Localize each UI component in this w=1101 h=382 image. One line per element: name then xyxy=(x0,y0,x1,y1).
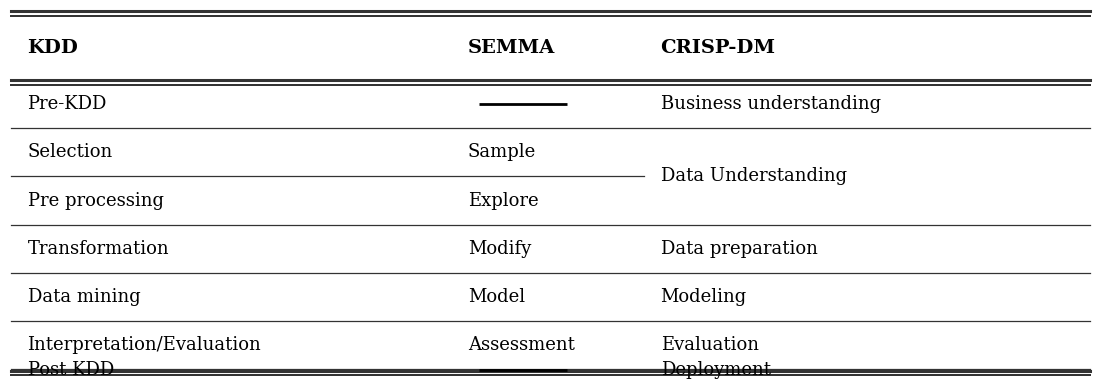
Text: Modify: Modify xyxy=(468,240,531,258)
Text: Data Understanding: Data Understanding xyxy=(661,167,847,186)
Text: Assessment: Assessment xyxy=(468,336,575,354)
Text: Explore: Explore xyxy=(468,191,538,210)
Text: KDD: KDD xyxy=(28,39,78,57)
Text: Business understanding: Business understanding xyxy=(661,95,881,113)
Text: Post KDD: Post KDD xyxy=(28,361,113,379)
Text: Data preparation: Data preparation xyxy=(661,240,817,258)
Text: Pre processing: Pre processing xyxy=(28,191,164,210)
Text: Model: Model xyxy=(468,288,525,306)
Text: Interpretation/Evaluation: Interpretation/Evaluation xyxy=(28,336,261,354)
Text: Data mining: Data mining xyxy=(28,288,140,306)
Text: Deployment: Deployment xyxy=(661,361,771,379)
Text: SEMMA: SEMMA xyxy=(468,39,555,57)
Text: Modeling: Modeling xyxy=(661,288,746,306)
Text: Sample: Sample xyxy=(468,143,536,162)
Text: CRISP-DM: CRISP-DM xyxy=(661,39,775,57)
Text: Selection: Selection xyxy=(28,143,112,162)
Text: Evaluation: Evaluation xyxy=(661,336,759,354)
Text: Transformation: Transformation xyxy=(28,240,170,258)
Text: Pre-KDD: Pre-KDD xyxy=(28,95,107,113)
